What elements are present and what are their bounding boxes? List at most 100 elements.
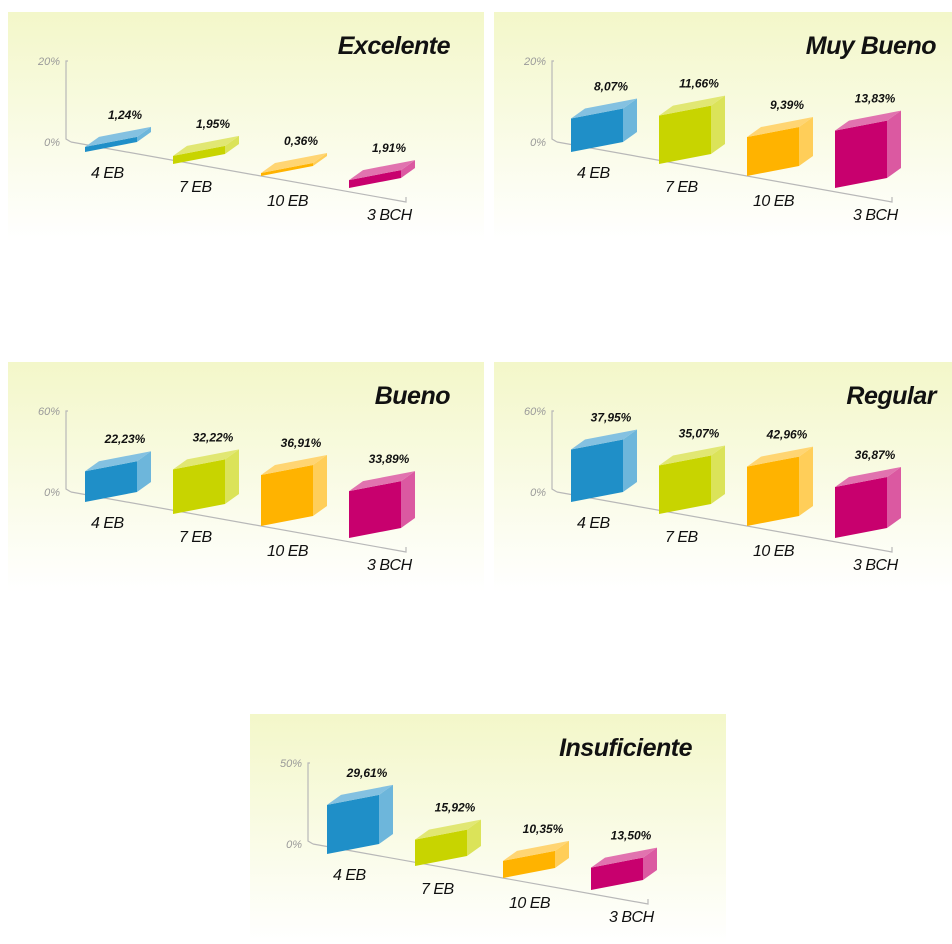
data-label: 11,66%	[679, 77, 719, 91]
y-tick-top: 60%	[524, 406, 546, 418]
bar-side-face	[799, 446, 813, 516]
bar-10-eb	[261, 153, 327, 176]
bar-3-bch	[835, 466, 901, 538]
data-label: 37,95%	[591, 411, 632, 425]
bar-10-eb	[261, 454, 327, 526]
chart-svg: Regular 60% 0% 37,95% 4 EB 35,07% 7 EB 42,96% 10…	[494, 362, 952, 592]
bar-side-face	[379, 784, 393, 844]
bar-front-face	[835, 120, 887, 188]
bar-top-face	[747, 117, 813, 138]
bar-front-face	[173, 145, 225, 164]
bar-4-eb	[85, 451, 151, 502]
x-tick-label: 4 EB	[91, 165, 125, 182]
y-tick-top: 20%	[523, 56, 546, 68]
bar-front-face	[327, 794, 379, 854]
y-tick-bottom: 0%	[44, 137, 60, 149]
bar-3-bch	[349, 471, 415, 538]
data-label: 36,87%	[855, 448, 896, 462]
data-label: 42,96%	[766, 428, 808, 442]
bar-front-face	[747, 456, 799, 526]
data-label: 8,07%	[594, 80, 628, 94]
chart-title: Excelente	[338, 32, 451, 60]
bar-front-face	[591, 857, 643, 890]
bar-3-bch	[835, 110, 901, 188]
data-label: 10,35%	[523, 822, 564, 836]
data-label: 1,95%	[196, 117, 230, 131]
bar-top-face	[415, 819, 481, 840]
chart-title: Bueno	[375, 382, 451, 410]
x-tick-label: 3 BCH	[853, 557, 899, 574]
bar-top-face	[659, 95, 725, 116]
bar-top-face	[349, 471, 415, 492]
bar-side-face	[623, 429, 637, 492]
bar-7-eb	[173, 449, 239, 514]
data-label: 22,23%	[104, 432, 146, 446]
chart-panel-regular: Regular 60% 0% 37,95% 4 EB 35,07% 7 EB 42,96% 10…	[494, 362, 952, 592]
chart-svg: Muy Bueno 20% 0% 8,07% 4 EB 11,66% 7 EB 9,39% 10…	[494, 12, 952, 242]
bar-3-bch	[349, 160, 415, 188]
y-tick-top: 60%	[38, 406, 60, 418]
bar-side-face	[887, 466, 901, 528]
bar-side-face	[137, 451, 151, 492]
bar-top-face	[173, 135, 239, 156]
bar-top-face	[591, 847, 657, 868]
chart-panel-insuficiente: Insuficiente 50% 0% 29,61% 4 EB 15,92% 7 EB 10,…	[250, 714, 726, 944]
bar-top-face	[349, 160, 415, 181]
x-tick-label: 4 EB	[577, 515, 611, 532]
y-axis-line	[307, 762, 314, 845]
data-label: 1,91%	[372, 141, 406, 155]
x-tick-label: 10 EB	[753, 543, 795, 560]
bar-front-face	[173, 459, 225, 514]
x-tick-label: 10 EB	[753, 193, 795, 210]
bar-side-face	[401, 160, 415, 178]
bar-side-face	[711, 95, 725, 154]
data-label: 35,07%	[679, 426, 720, 440]
bar-front-face	[747, 127, 799, 176]
bar-top-face	[835, 110, 901, 131]
bar-front-face	[261, 464, 313, 526]
bar-front-face	[261, 163, 313, 176]
chart-svg: Excelente 20% 0% 1,24% 4 EB 1,95% 7 EB 0,36% 10 …	[8, 12, 484, 242]
bar-side-face	[467, 819, 481, 856]
bar-10-eb	[747, 446, 813, 526]
bar-front-face	[349, 170, 401, 188]
bar-top-face	[659, 445, 725, 466]
bar-side-face	[887, 110, 901, 178]
data-label: 29,61%	[346, 766, 388, 780]
bar-7-eb	[659, 95, 725, 164]
panel-background	[8, 12, 484, 242]
bar-side-face	[555, 840, 569, 868]
bar-side-face	[225, 135, 239, 154]
bar-front-face	[85, 136, 137, 152]
y-tick-bottom: 0%	[44, 487, 60, 499]
bar-side-face	[711, 445, 725, 504]
x-tick-label: 4 EB	[91, 515, 125, 532]
bar-top-face	[571, 98, 637, 119]
bar-top-face	[503, 840, 569, 861]
y-tick-bottom: 0%	[530, 137, 546, 149]
x-tick-label: 3 BCH	[853, 207, 899, 224]
bar-top-face	[327, 784, 393, 805]
bar-front-face	[503, 850, 555, 878]
chart-panel-excelente: Excelente 20% 0% 1,24% 4 EB 1,95% 7 EB 0,36% 10 …	[8, 12, 484, 242]
bar-front-face	[571, 439, 623, 502]
y-axis-line	[65, 410, 72, 493]
bar-side-face	[313, 153, 327, 166]
bar-side-face	[225, 449, 239, 504]
bar-front-face	[571, 108, 623, 152]
y-tick-top: 50%	[280, 758, 302, 770]
x-tick-label: 3 BCH	[367, 557, 413, 574]
chart-title: Muy Bueno	[806, 32, 936, 60]
x-tick-label: 10 EB	[267, 193, 309, 210]
data-label: 9,39%	[770, 98, 804, 112]
data-label: 13,50%	[611, 829, 652, 843]
chart-svg: Bueno 60% 0% 22,23% 4 EB 32,22% 7 EB 36,91% 10 E…	[8, 362, 484, 592]
x-tick-label: 4 EB	[333, 867, 367, 884]
bar-10-eb	[747, 117, 813, 176]
chart-svg: Insuficiente 50% 0% 29,61% 4 EB 15,92% 7 EB 10,…	[250, 714, 726, 944]
chart-panel-bueno: Bueno 60% 0% 22,23% 4 EB 32,22% 7 EB 36,91% 10 E…	[8, 362, 484, 592]
bar-top-face	[85, 451, 151, 472]
x-tick-label: 10 EB	[509, 895, 551, 912]
data-label: 13,83%	[855, 92, 896, 106]
y-tick-bottom: 0%	[286, 839, 302, 851]
